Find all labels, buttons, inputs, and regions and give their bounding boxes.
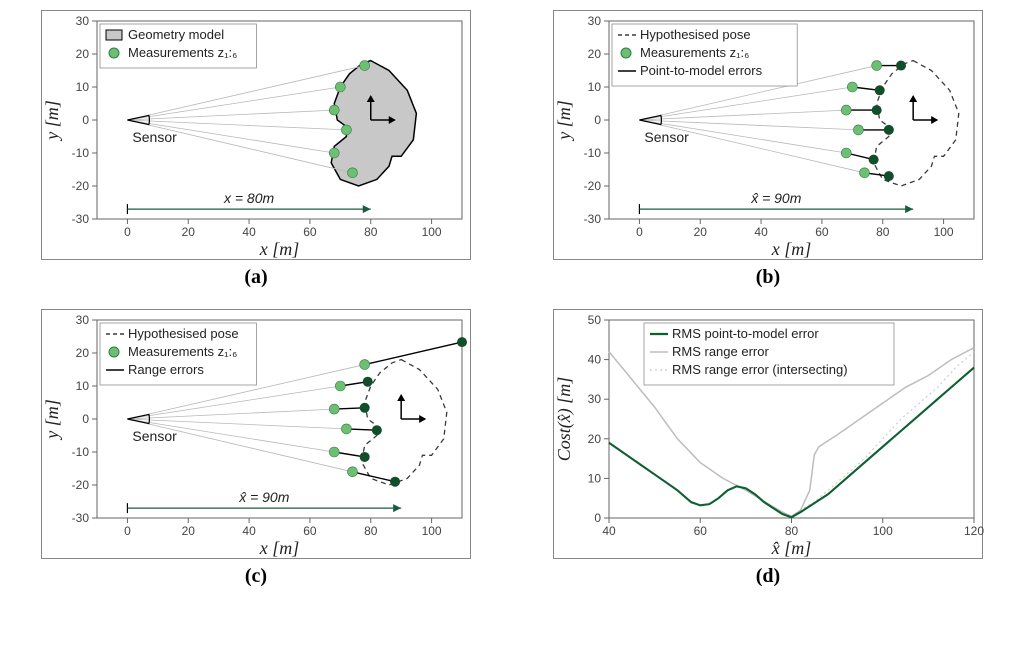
panel-a: 0 20 40 60 80 100 -30 -20 -10 0 10 20 30 x [m] y [m] Se… [10, 10, 502, 289]
svg-text:-10: -10 [72, 146, 90, 160]
svg-text:30: 30 [588, 14, 602, 28]
svg-text:80: 80 [364, 225, 378, 239]
svg-text:60: 60 [815, 225, 829, 239]
svg-text:-30: -30 [72, 511, 90, 525]
plot-a: 0 20 40 60 80 100 -30 -20 -10 0 10 20 30 x [m] y [m] Se… [41, 10, 471, 260]
svg-text:x [m]: x [m] [259, 538, 300, 558]
svg-text:30: 30 [76, 14, 90, 28]
svg-text:0: 0 [82, 412, 89, 426]
svg-text:20: 20 [694, 225, 708, 239]
svg-text:40: 40 [754, 225, 768, 239]
svg-text:0: 0 [124, 524, 131, 538]
svg-text:10: 10 [76, 80, 90, 94]
svg-text:-30: -30 [584, 212, 602, 226]
svg-text:100: 100 [422, 524, 442, 538]
svg-text:Sensor: Sensor [132, 428, 177, 444]
svg-text:20: 20 [182, 225, 196, 239]
caption-c: (c) [245, 565, 267, 588]
svg-text:RMS range error: RMS range error [672, 344, 769, 359]
svg-text:80: 80 [785, 524, 799, 538]
svg-text:40: 40 [242, 225, 256, 239]
svg-text:60: 60 [303, 225, 317, 239]
svg-text:0: 0 [82, 113, 89, 127]
svg-text:20: 20 [76, 346, 90, 360]
svg-text:Point-to-model errors: Point-to-model errors [640, 63, 763, 78]
caption-d: (d) [756, 565, 780, 588]
svg-text:-30: -30 [72, 212, 90, 226]
svg-text:Sensor: Sensor [132, 129, 177, 145]
svg-text:x̂ = 90m: x̂ = 90m [750, 190, 802, 206]
svg-text:Cost(x̂) [m]: Cost(x̂) [m] [554, 377, 575, 462]
svg-text:-20: -20 [72, 179, 90, 193]
svg-text:40: 40 [602, 524, 616, 538]
panel-b: 0 20 40 60 80 100 -30 -20 -10 0 10 20 30 x [m] y [m] Se… [522, 10, 1014, 289]
svg-text:50: 50 [588, 313, 602, 327]
svg-text:RMS point-to-model error: RMS point-to-model error [672, 326, 819, 341]
svg-text:Sensor: Sensor [644, 129, 689, 145]
svg-text:x̂ [m]: x̂ [m] [771, 538, 812, 558]
svg-text:100: 100 [934, 225, 954, 239]
panel-d: 40 60 80 100 120 0 10 20 30 40 50 x̂ [m] Cost(x̂) [m… [522, 309, 1014, 588]
svg-text:20: 20 [182, 524, 196, 538]
svg-text:0: 0 [636, 225, 643, 239]
svg-text:80: 80 [364, 524, 378, 538]
svg-text:y [m]: y [m] [42, 399, 62, 441]
svg-text:30: 30 [588, 392, 602, 406]
svg-text:40: 40 [588, 353, 602, 367]
plot-c: 0 20 40 60 80 100 -30 -20 -10 0 10 20 30 x [m] y [m] Se… [41, 309, 471, 559]
svg-text:120: 120 [964, 524, 984, 538]
svg-text:y [m]: y [m] [554, 100, 574, 142]
plot-d: 40 60 80 100 120 0 10 20 30 40 50 x̂ [m] Cost(x̂) [m… [553, 309, 983, 559]
svg-text:20: 20 [76, 47, 90, 61]
svg-text:-10: -10 [72, 445, 90, 459]
svg-text:20: 20 [588, 47, 602, 61]
svg-text:-10: -10 [584, 146, 602, 160]
svg-text:60: 60 [303, 524, 317, 538]
svg-text:x [m]: x [m] [259, 239, 300, 259]
svg-text:0: 0 [124, 225, 131, 239]
svg-text:30: 30 [76, 313, 90, 327]
svg-text:x [m]: x [m] [771, 239, 812, 259]
caption-a: (a) [244, 266, 267, 289]
svg-text:RMS range error (intersecting): RMS range error (intersecting) [672, 362, 848, 377]
plot-b: 0 20 40 60 80 100 -30 -20 -10 0 10 20 30 x [m] y [m] Se… [553, 10, 983, 260]
svg-text:-20: -20 [584, 179, 602, 193]
svg-text:60: 60 [694, 524, 708, 538]
svg-text:Hypothesised pose: Hypothesised pose [640, 27, 751, 42]
svg-text:100: 100 [873, 524, 893, 538]
svg-text:0: 0 [594, 113, 601, 127]
svg-text:x = 80m: x = 80m [223, 190, 275, 206]
svg-text:Measurements z₁:₆: Measurements z₁:₆ [640, 45, 749, 60]
svg-text:Measurements z₁:₆: Measurements z₁:₆ [128, 45, 237, 60]
svg-text:10: 10 [76, 379, 90, 393]
svg-text:0: 0 [594, 511, 601, 525]
svg-text:x̂ = 90m: x̂ = 90m [238, 489, 290, 505]
svg-text:10: 10 [588, 471, 602, 485]
svg-text:10: 10 [588, 80, 602, 94]
svg-text:20: 20 [588, 432, 602, 446]
panel-c: 0 20 40 60 80 100 -30 -20 -10 0 10 20 30 x [m] y [m] Se… [10, 309, 502, 588]
svg-text:y [m]: y [m] [42, 100, 62, 142]
svg-text:Hypothesised pose: Hypothesised pose [128, 326, 239, 341]
svg-text:-20: -20 [72, 478, 90, 492]
svg-text:100: 100 [422, 225, 442, 239]
svg-text:40: 40 [242, 524, 256, 538]
svg-text:Geometry model: Geometry model [128, 27, 224, 42]
figure-grid: 020406080100-30-20-100102030x [m]y [m]Se… [10, 10, 1014, 588]
svg-text:Measurements z₁:₆: Measurements z₁:₆ [128, 344, 237, 359]
svg-text:80: 80 [876, 225, 890, 239]
svg-text:Range errors: Range errors [128, 362, 204, 377]
caption-b: (b) [756, 266, 780, 289]
